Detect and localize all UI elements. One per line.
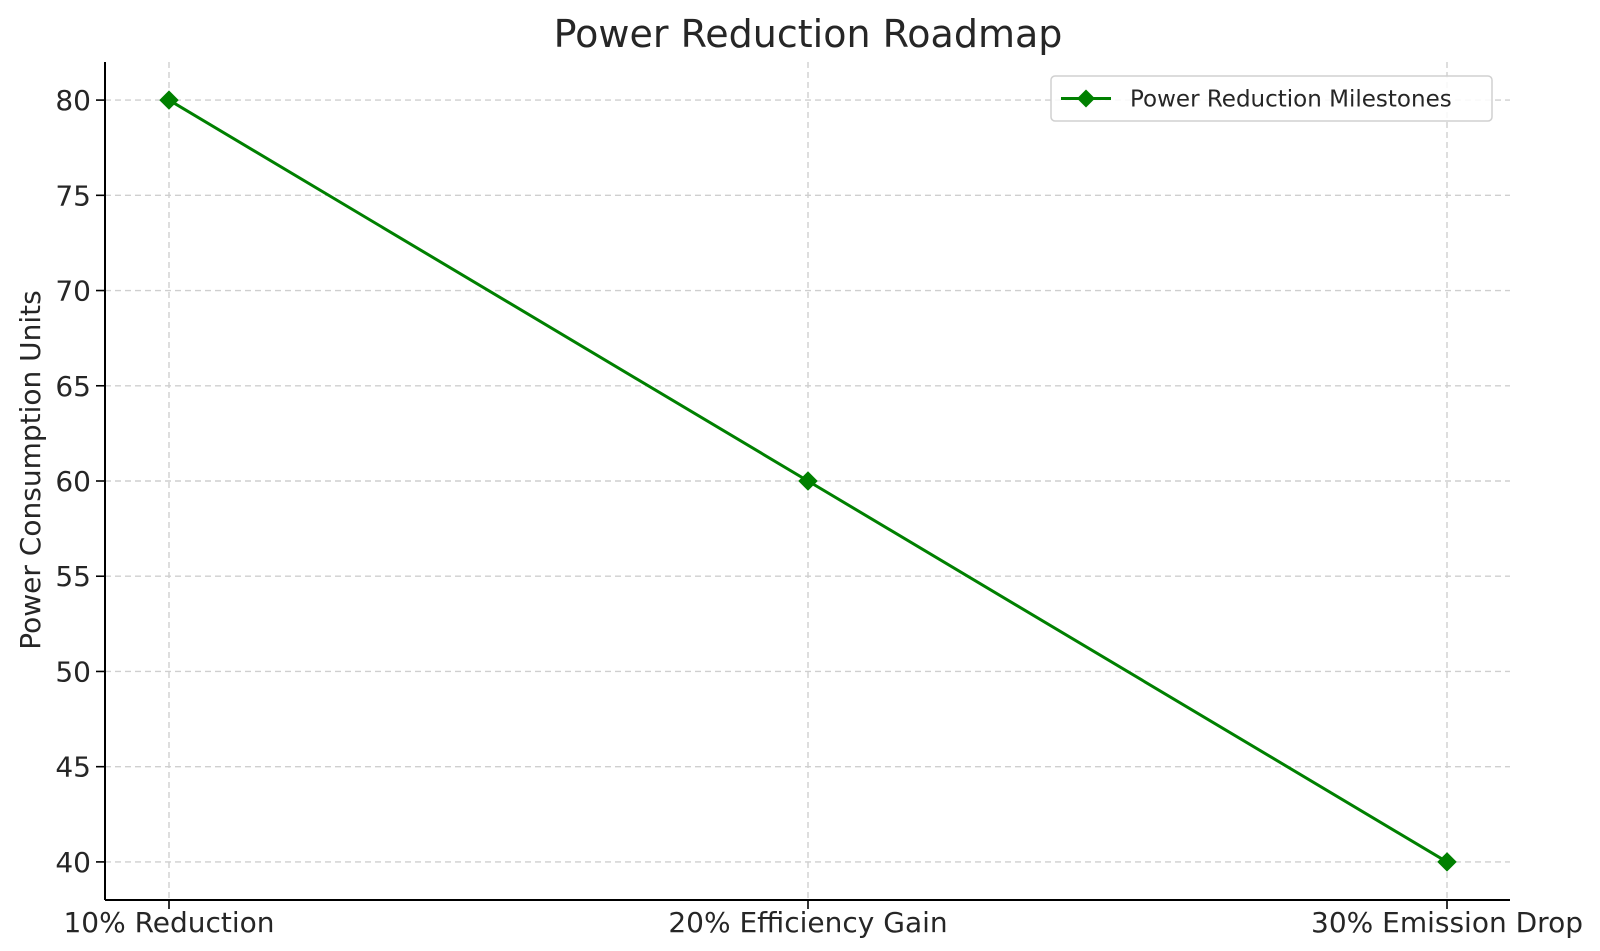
data-point	[159, 90, 179, 110]
data-point	[798, 471, 818, 491]
legend-label: Power Reduction Milestones	[1130, 87, 1452, 113]
axes: 40 45 50 55 60 65 70 75 80 10% Reduction 20% Effic…	[55, 62, 1583, 939]
y-tick-label: 65	[55, 370, 91, 403]
x-tick-label: 20% Efficiency Gain	[668, 906, 947, 939]
data-point	[1437, 852, 1457, 872]
y-tick-label: 60	[55, 465, 91, 498]
series	[159, 90, 1457, 872]
y-tick-label: 40	[55, 846, 91, 879]
y-tick-label: 80	[55, 84, 91, 117]
y-tick-label: 75	[55, 179, 91, 212]
legend: Power Reduction Milestones	[1050, 75, 1493, 122]
legend-box	[1050, 75, 1493, 122]
y-tick-label: 70	[55, 275, 91, 308]
y-axis-label: Power Consumption Units	[14, 290, 47, 650]
x-tick-label: 10% Reduction	[63, 906, 274, 939]
chart-title: Power Reduction Roadmap	[554, 12, 1063, 56]
x-tick-label: 30% Emission Drop	[1311, 906, 1583, 939]
y-tick-label: 55	[55, 560, 91, 593]
y-tick-label: 45	[55, 751, 91, 784]
y-tick-label: 50	[55, 655, 91, 688]
legend-marker	[1077, 89, 1095, 108]
